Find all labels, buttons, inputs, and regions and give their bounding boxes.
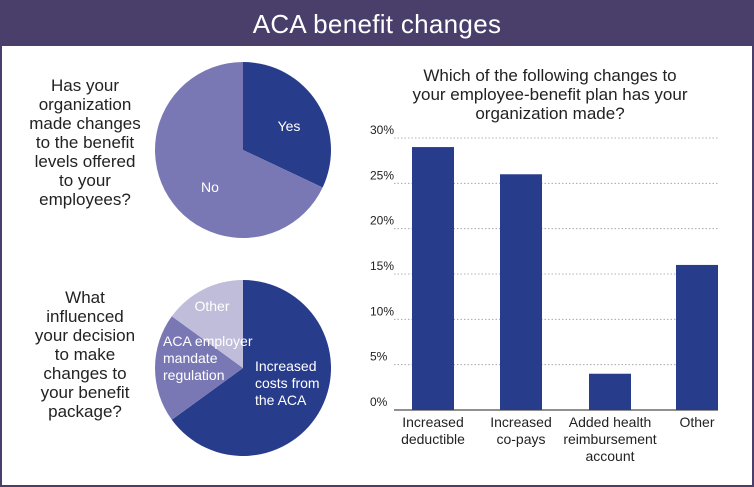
pie1-slice-0 [243, 62, 331, 188]
pie2-slice-2 [171, 280, 243, 368]
title-bar: ACA benefit changes [2, 2, 752, 46]
x-category-label-1: Increased co-pays [490, 414, 551, 447]
bar-chart-question: Which of the following changes to your e… [412, 66, 688, 123]
bar-3 [676, 264, 718, 410]
x-category-label-0: Increased deductible [401, 414, 465, 447]
y-tick-label: 20% [370, 214, 394, 228]
x-category-label-2: Added health reimbursement account [563, 414, 656, 464]
bar-chart-changes: 0% 5% 10% 15% 20% 25% 30% Increased deductible In… [370, 123, 718, 464]
pie2-slice-label-1: ACA employer mandate regulation [163, 333, 253, 383]
y-tick-label: 15% [370, 259, 394, 273]
bar-1 [500, 174, 542, 410]
pie2-slice-label-0: Increased costs from the ACA [255, 358, 320, 408]
bar-2 [589, 373, 631, 410]
pie1-slice-label-0: Yes [278, 118, 301, 134]
pie2-question: What influenced your decision to make ch… [34, 288, 136, 421]
y-tick-label: 5% [370, 350, 388, 364]
y-tick-label: 10% [370, 304, 394, 318]
pie1-question: Has your organization made changes to th… [29, 76, 141, 209]
pie2-slice-label-2: Other [194, 298, 229, 314]
pie-chart-changes-made: Yes No [154, 62, 331, 238]
pie2-slice-0 [171, 280, 331, 456]
pie2-slice-1 [154, 316, 243, 420]
pie1-slice-1 [154, 62, 323, 238]
infographic-title: ACA benefit changes [252, 8, 502, 39]
y-tick-label: 25% [370, 168, 394, 182]
bar-0 [412, 147, 454, 411]
y-tick-label: 0% [370, 395, 388, 409]
y-tick-label: 30% [370, 123, 394, 137]
pie1-slice-label-1: No [201, 179, 219, 195]
x-category-label-3: Other [679, 414, 714, 430]
